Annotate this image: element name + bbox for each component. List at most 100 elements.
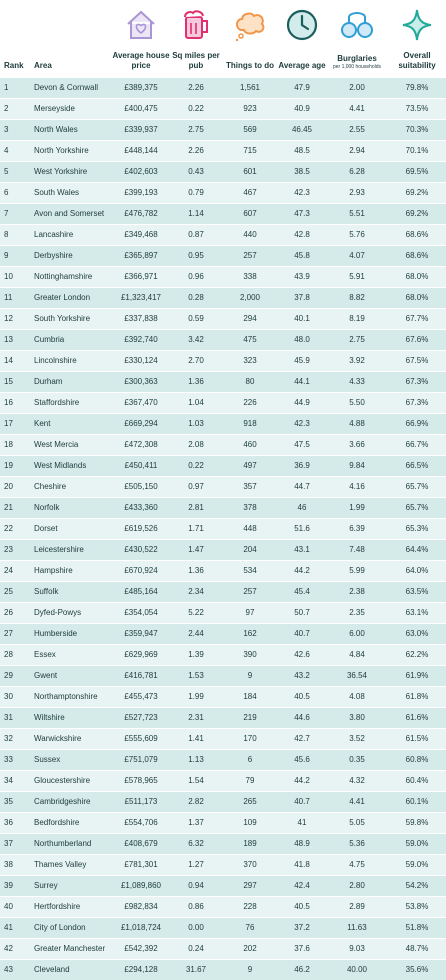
table-cell: 25 — [4, 587, 13, 596]
table-cell: 66.7% — [405, 440, 429, 449]
column-header: Things to do — [226, 61, 274, 70]
table-cell: 33 — [4, 755, 13, 764]
table-cell: 67.6% — [405, 335, 429, 344]
table-cell: 41 — [4, 923, 13, 932]
table-cell: 37.8 — [294, 293, 310, 302]
table-cell: 0.00 — [188, 923, 204, 932]
table-cell: 15 — [4, 377, 13, 386]
table-cell: 0.87 — [188, 230, 204, 239]
header-note: per 1,000 households — [332, 64, 382, 70]
table-cell: 4.32 — [349, 776, 365, 785]
table-cell: 48.5 — [294, 146, 310, 155]
table-cell: 1.36 — [188, 377, 204, 386]
table-cell: South Wales — [34, 188, 80, 197]
table-cell: 67.7% — [405, 314, 429, 323]
table-cell: 35 — [4, 797, 13, 806]
table-cell: 338 — [243, 272, 257, 281]
header-cell: Rank — [0, 0, 30, 77]
table-cell: 41 — [297, 818, 307, 827]
table-cell: 68.0% — [405, 293, 429, 302]
table-cell: 97 — [245, 608, 255, 617]
table-cell: 38.5 — [294, 167, 310, 176]
table-cell: 16 — [4, 398, 13, 407]
table-row: 12 South Yorkshire £337,838 0.59 294 40.1 8.19… — [0, 308, 446, 329]
table-cell: 68.0% — [405, 272, 429, 281]
table-row: 9 Derbyshire £365,897 0.95 257 45.8 4.07 68.6% — [0, 245, 446, 266]
table-cell: Lincolnshire — [34, 356, 77, 365]
table-cell: 5.51 — [349, 209, 365, 218]
table-cell: Essex — [34, 650, 56, 659]
table-cell: 5.99 — [349, 566, 365, 575]
table-cell: 467 — [243, 188, 257, 197]
table-cell: Gwent — [34, 671, 58, 680]
table-cell: 3.52 — [349, 734, 365, 743]
table-cell: Gloucestershire — [34, 776, 91, 785]
table-cell: 4.88 — [349, 419, 365, 428]
column-header: Area — [34, 61, 52, 70]
table-cell: 5.36 — [349, 839, 365, 848]
column-header: Average age — [278, 61, 326, 70]
table-cell: 2.75 — [349, 335, 365, 344]
table-cell: 45.6 — [294, 755, 310, 764]
table-cell: 357 — [243, 482, 257, 491]
table-cell: 40.7 — [294, 629, 310, 638]
table-row: 8 Lancashire £349,468 0.87 440 42.8 5.76 68.6% — [0, 224, 446, 245]
table-cell: 70.1% — [405, 146, 429, 155]
table-cell: 26 — [4, 608, 13, 617]
table-cell: 2.82 — [188, 797, 204, 806]
table-cell: 40.5 — [294, 692, 310, 701]
column-header: Average house price — [112, 51, 170, 70]
table-row: 20 Cheshire £505,150 0.97 357 44.7 4.16 65.7% — [0, 476, 446, 497]
table-cell: 11 — [4, 293, 13, 302]
table-cell: 59.0% — [405, 860, 429, 869]
table-cell: 27 — [4, 629, 13, 638]
table-cell: 6 — [247, 755, 253, 764]
table-cell: 59.0% — [405, 839, 429, 848]
table-cell: 2.26 — [188, 146, 204, 155]
table-cell: £485,164 — [124, 587, 158, 596]
table-cell: West Yorkshire — [34, 167, 88, 176]
table-cell: £542,392 — [124, 944, 158, 953]
table-cell: 9.84 — [349, 461, 365, 470]
table-cell: 460 — [243, 440, 257, 449]
table-cell: 48.9 — [294, 839, 310, 848]
table-cell: 0.28 — [188, 293, 204, 302]
table-cell: 64.4% — [405, 545, 429, 554]
table-cell: Surrey — [34, 881, 58, 890]
table-cell: 44.7 — [294, 482, 310, 491]
table-cell: 43.9 — [294, 272, 310, 281]
table-row: 24 Hampshire £670,924 1.36 534 44.2 5.99 64.0% — [0, 560, 446, 581]
table-cell: £448,144 — [124, 146, 158, 155]
table-cell: 2,000 — [239, 293, 261, 302]
table-cell: 19 — [4, 461, 13, 470]
table-cell: 44.6 — [294, 713, 310, 722]
table-cell: 31.67 — [185, 965, 207, 974]
ideas-icon — [235, 12, 265, 42]
table-row: 32 Warwickshire £555,609 1.41 170 42.7 3.52 61.… — [0, 728, 446, 749]
table-cell: 1.47 — [188, 545, 204, 554]
table-cell: 61.6% — [405, 713, 429, 722]
table-row: 30 Northamptonshire £455,473 1.99 184 40.5 4.0… — [0, 686, 446, 707]
table-cell: £670,924 — [124, 566, 158, 575]
table-row: 33 Sussex £751,079 1.13 6 45.6 0.35 60.8% — [0, 749, 446, 770]
table-cell: £433,360 — [124, 503, 158, 512]
table-cell: 43.1 — [294, 545, 310, 554]
table-cell: £349,468 — [124, 230, 158, 239]
table-cell: 109 — [243, 818, 257, 827]
table-cell: 66.9% — [405, 419, 429, 428]
table-cell: £359,947 — [124, 629, 158, 638]
table-cell: Leicestershire — [34, 545, 84, 554]
table-cell: 0.95 — [188, 251, 204, 260]
table-row: 27 Humberside £359,947 2.44 162 40.7 6.00 63.0% — [0, 623, 446, 644]
header-cell: Things to do — [222, 0, 278, 77]
table-cell: 1,561 — [239, 83, 261, 92]
table-cell: 0.22 — [188, 461, 204, 470]
table-cell: 14 — [4, 356, 13, 365]
table-cell: 10 — [4, 272, 13, 281]
header-cell: Area — [30, 0, 112, 77]
table-cell: £430,522 — [124, 545, 158, 554]
table-cell: 226 — [243, 398, 257, 407]
table-cell: £300,363 — [124, 377, 158, 386]
table-cell: £365,897 — [124, 251, 158, 260]
table-cell: 35.6% — [405, 965, 429, 974]
